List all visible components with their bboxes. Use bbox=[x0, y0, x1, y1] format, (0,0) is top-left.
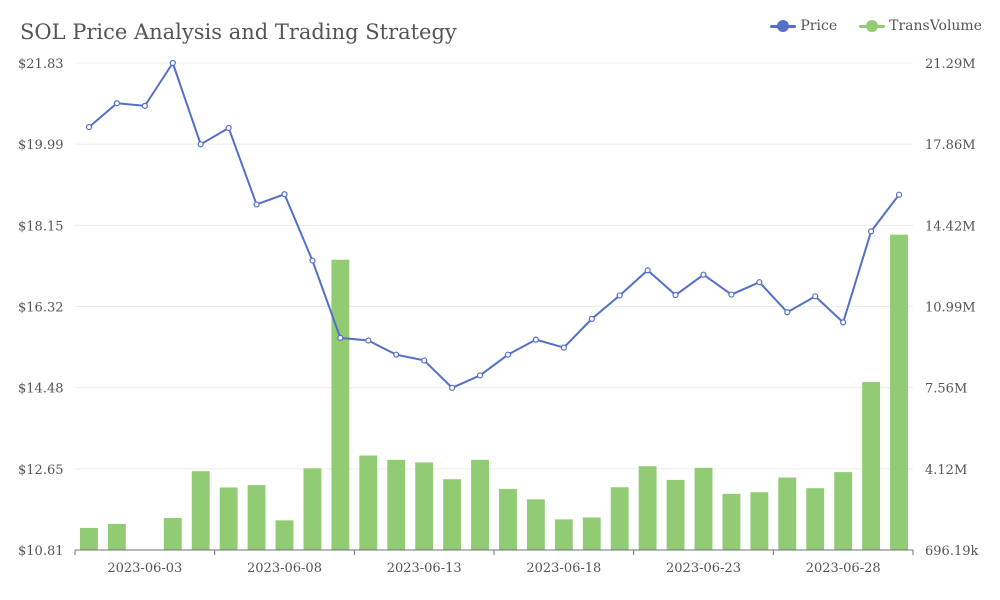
y-right-tick-label: 14.42M bbox=[925, 219, 976, 234]
axes bbox=[74, 549, 914, 555]
price-point bbox=[85, 123, 93, 131]
x-tick-label: 2023-06-03 bbox=[107, 561, 182, 576]
price-point bbox=[867, 228, 875, 235]
price-point bbox=[365, 337, 372, 344]
price-point bbox=[756, 279, 763, 286]
price-point bbox=[421, 357, 428, 364]
price-point bbox=[169, 59, 176, 67]
x-tick-label: 2023-06-28 bbox=[806, 561, 881, 576]
volume-bar bbox=[554, 519, 573, 550]
price-point bbox=[784, 309, 791, 316]
y-left-tick-label: $16.32 bbox=[18, 301, 64, 316]
y-right-tick-label: 7.56M bbox=[925, 382, 967, 397]
volume-bar bbox=[526, 499, 545, 550]
volume-bar bbox=[806, 488, 825, 550]
x-tick-label: 2023-06-23 bbox=[666, 561, 741, 576]
price-point bbox=[393, 351, 400, 358]
price-point bbox=[616, 292, 623, 299]
price-point bbox=[895, 191, 903, 198]
y-left-ticks: $10.81 $12.65 $14.48 $16.32 $18.15 $19.99 $21.… bbox=[18, 57, 64, 559]
price-point bbox=[672, 291, 679, 299]
volume-bar bbox=[638, 466, 657, 550]
y-right-tick-label: 4.12M bbox=[925, 463, 967, 478]
price-point bbox=[560, 344, 567, 351]
price-series-line bbox=[88, 62, 900, 389]
legend-swatch-transvolume bbox=[859, 19, 886, 33]
volume-bar bbox=[471, 459, 489, 550]
price-point bbox=[700, 271, 707, 278]
y-right-tick-label: 10.99M bbox=[925, 301, 976, 316]
volume-bar bbox=[191, 471, 210, 550]
y-left-tick-label: $21.83 bbox=[18, 57, 64, 72]
x-tick-label: 2023-06-08 bbox=[247, 561, 322, 576]
price-point bbox=[141, 102, 148, 109]
price-point bbox=[225, 124, 232, 132]
legend-label-price: Price bbox=[800, 18, 838, 34]
volume-bar bbox=[331, 259, 350, 550]
chart-title: SOL Price Analysis and Trading Strategy bbox=[20, 20, 457, 44]
x-tick-label: 2023-06-13 bbox=[387, 561, 462, 576]
volume-bar bbox=[862, 382, 881, 550]
volume-bar bbox=[219, 487, 238, 550]
x-tick-label: 2023-06-18 bbox=[526, 561, 601, 576]
y-right-tick-label: 17.86M bbox=[925, 138, 976, 153]
y-right-ticks: 696.19k 4.12M 7.56M 10.99M 14.42M 17.86M 21.29… bbox=[925, 57, 978, 559]
volume-bar bbox=[778, 477, 797, 550]
price-point bbox=[504, 351, 512, 358]
price-line bbox=[88, 62, 900, 389]
price-point bbox=[113, 100, 121, 107]
x-ticks: 2023-06-03 2023-06-08 2023-06-13 2023-06-18… bbox=[107, 561, 880, 576]
volume-bar bbox=[415, 462, 434, 550]
legend-swatch-price bbox=[770, 19, 797, 33]
y-right-tick-label: 21.29M bbox=[925, 57, 976, 72]
volume-bar bbox=[275, 520, 294, 550]
price-point bbox=[337, 334, 344, 341]
price-point bbox=[644, 267, 651, 274]
volume-bar bbox=[694, 467, 713, 550]
volume-bar bbox=[387, 459, 406, 550]
grid-lines bbox=[75, 62, 913, 470]
volume-bar bbox=[443, 479, 462, 550]
volume-bars bbox=[80, 234, 908, 550]
price-point bbox=[532, 336, 540, 343]
volume-bar bbox=[582, 517, 601, 550]
volume-bar bbox=[359, 455, 378, 550]
volume-bar bbox=[80, 527, 98, 550]
volume-bar bbox=[499, 488, 517, 550]
volume-bar bbox=[163, 517, 182, 550]
price-point bbox=[309, 257, 316, 264]
volume-bar bbox=[750, 492, 769, 550]
price-point bbox=[840, 319, 847, 326]
y-left-tick-label: $19.99 bbox=[18, 138, 64, 153]
price-point bbox=[812, 293, 819, 300]
volume-bar bbox=[834, 472, 853, 550]
price-points bbox=[85, 59, 903, 391]
volume-bar bbox=[107, 523, 126, 550]
price-point bbox=[588, 315, 595, 322]
legend: Price TransVolume bbox=[770, 18, 982, 34]
volume-bar bbox=[303, 468, 322, 550]
price-point bbox=[476, 372, 484, 379]
volume-bar bbox=[610, 487, 629, 550]
price-point bbox=[449, 384, 456, 391]
legend-label-transvolume: TransVolume bbox=[889, 18, 982, 34]
price-point bbox=[197, 141, 204, 148]
volume-bar bbox=[890, 234, 908, 550]
y-left-tick-label: $14.48 bbox=[18, 382, 64, 397]
price-point bbox=[728, 291, 735, 298]
price-point bbox=[281, 191, 288, 198]
y-left-tick-label: $10.81 bbox=[18, 544, 64, 559]
y-right-tick-label: 696.19k bbox=[925, 544, 978, 559]
volume-bar bbox=[666, 479, 685, 550]
legend-item-price[interactable]: Price bbox=[770, 18, 837, 34]
legend-item-transvolume[interactable]: TransVolume bbox=[859, 18, 982, 34]
y-left-tick-label: $12.65 bbox=[18, 463, 64, 478]
y-left-tick-label: $18.15 bbox=[18, 219, 64, 234]
price-point bbox=[253, 201, 260, 208]
volume-bar bbox=[247, 485, 266, 550]
volume-bar bbox=[722, 493, 741, 550]
